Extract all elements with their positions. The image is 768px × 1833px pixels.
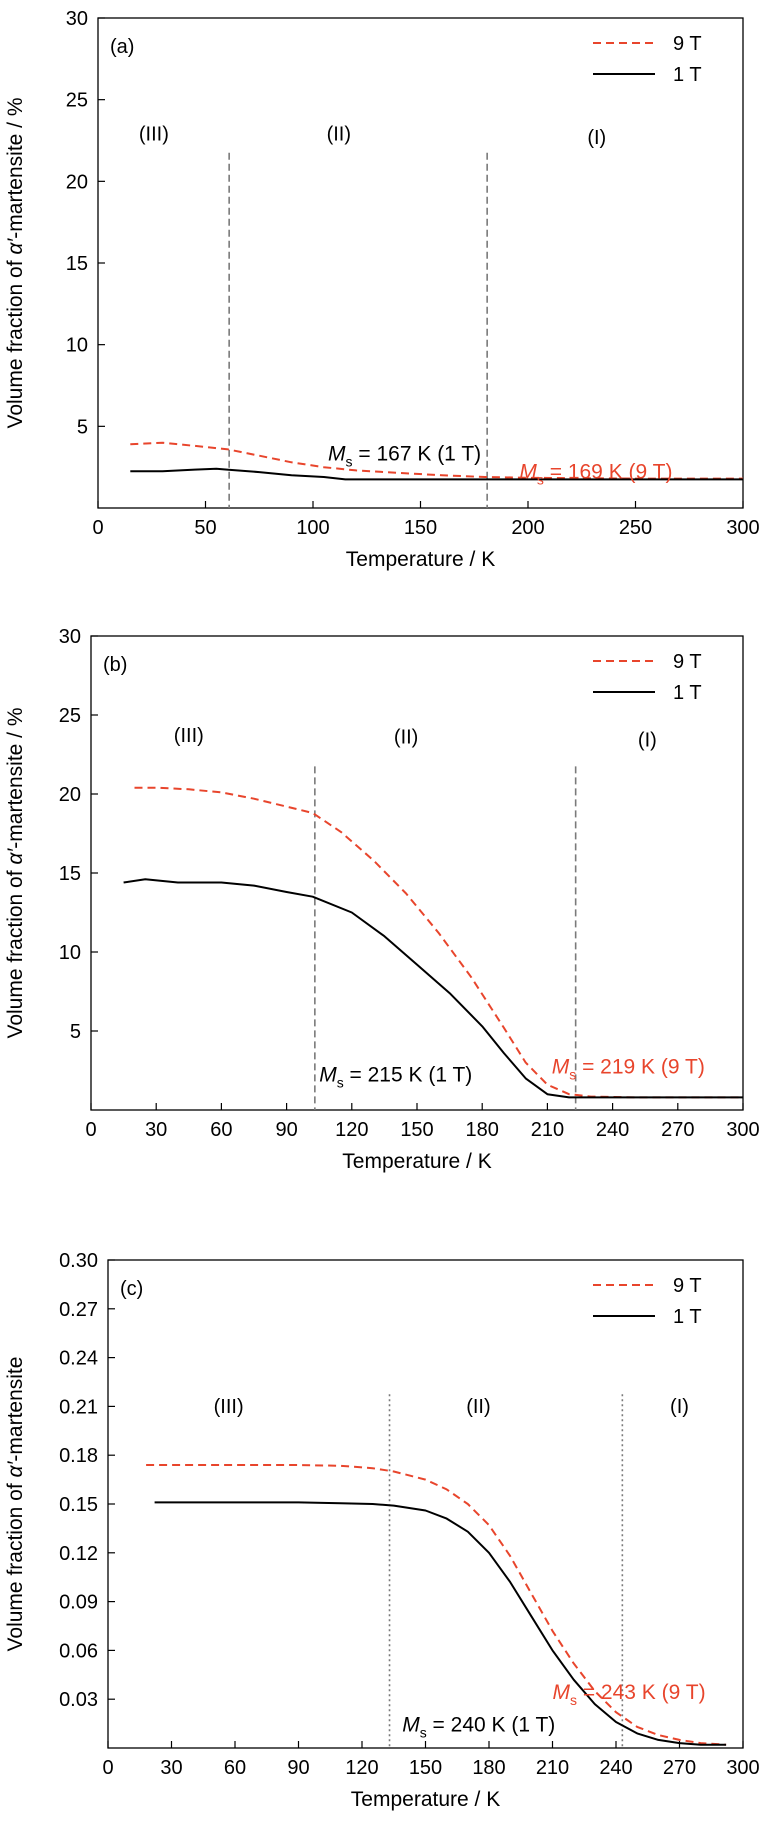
panel-c-x-tick-label: 300 [726,1757,759,1779]
panel-a-ms-annotation: Ms = 167 K (1 T) [328,443,481,470]
panel-a-x-tick-label: 200 [511,517,544,539]
panel-a-x-tick-label: 50 [194,517,216,539]
panel-b-x-tick-label: 180 [466,1119,499,1141]
panel-c-x-tick-label: 150 [409,1757,442,1779]
panel-b-ms-annotation: Ms = 219 K (9 T) [552,1056,705,1083]
panel-b-region-label: (II) [394,726,418,748]
panel-c-x-tick-label: 240 [599,1757,632,1779]
panel-c-x-tick-label: 90 [287,1757,309,1779]
panel-c-y-tick-label: 0.06 [59,1640,98,1662]
panel-c-x-tick-label: 210 [536,1757,569,1779]
panel-b-x-axis-title: Temperature / K [342,1150,491,1173]
panel-c-region-label: (II) [466,1396,490,1418]
panel-a-region-label: (III) [139,124,169,146]
panel-b-x-tick-label: 150 [400,1119,433,1141]
panel-b-ms-annotation: Ms = 215 K (1 T) [319,1064,472,1091]
panel-c-series-1t-line [154,1501,727,1746]
panel-b-y-tick-label: 10 [59,942,81,964]
panel-b-legend-label: 9 T [673,651,702,673]
panel-c-x-tick-label: 180 [472,1757,505,1779]
panel-c-y-tick-label: 0.03 [59,1689,98,1711]
panel-c-x-tick-label: 120 [345,1757,378,1779]
panel-c-y-tick-label: 0.24 [59,1348,98,1370]
panel-b-x-tick-label: 30 [145,1119,167,1141]
panel-a-y-tick-label: 20 [66,171,88,193]
panel-a-y-tick-label: 25 [66,90,88,112]
panel-a-x-tick-label: 150 [404,517,437,539]
panel-c-y-tick-label: 0.27 [59,1299,98,1321]
panel-a-plot-frame [97,17,744,509]
panel-b-label: (b) [103,654,127,676]
panel-c-legend-label: 1 T [673,1306,702,1328]
panel-b-y-tick-label: 15 [59,863,81,885]
panel-c-y-tick-label: 0.18 [59,1445,98,1467]
panel-c-y-tick-label: 0.30 [59,1250,98,1272]
panel-b-y-tick-label: 25 [59,705,81,727]
panel-a-y-tick-label: 30 [66,8,88,30]
panel-c-y-tick-label: 0.09 [59,1592,98,1614]
panel-c-y-axis-title: Volume fraction of α′-martensite [4,1357,27,1652]
panel-a-y-tick-label: 10 [66,335,88,357]
panel-b-legend-label: 1 T [673,682,702,704]
panel-b-region-label: (III) [174,725,204,747]
panel-c-y-tick-label: 0.15 [59,1494,98,1516]
panel-b-x-tick-label: 0 [85,1119,96,1141]
panel-a-x-tick-label: 300 [726,517,759,539]
panel-c-y-tick-label: 0.12 [59,1543,98,1565]
panel-b-y-tick-label: 20 [59,784,81,806]
panel-a-x-tick-label: 250 [619,517,652,539]
panel-a-series-9t-line [130,441,743,480]
panel-b-y-tick-label: 5 [70,1021,81,1043]
panel-b-x-tick-label: 90 [275,1119,297,1141]
panel-a: 0 50 100 150 200 250 300 5 10 15 20 25 30 Temperature… [4,8,760,571]
panel-c-series-9t-line [146,1464,727,1746]
panel-a-x-tick-label: 100 [296,517,329,539]
panel-a-x-tick-label: 0 [92,517,103,539]
panel-b-x-tick-label: 240 [596,1119,629,1141]
panel-a-y-tick-label: 15 [66,253,88,275]
panel-c-x-tick-label: 0 [102,1757,113,1779]
panel-a-x-axis-title: Temperature / K [346,548,495,571]
panel-a-legend-label: 1 T [673,64,702,86]
panel-c-ms-annotation: Ms = 243 K (9 T) [553,1681,706,1708]
panel-c: 0 30 60 90 120 150 180 210 240 270 300 0.03 0.06 0.09… [4,1250,760,1811]
panel-b-x-tick-label: 60 [210,1119,232,1141]
panel-a-y-axis-title: Volume fraction of α′-martensite / % [4,97,27,428]
panel-b: 0 30 60 90 120 150 180 210 240 270 300 5 10 15 20 25 30 T… [4,626,760,1173]
panel-a-region-label: (II) [327,124,351,146]
panel-b-plot-frame [90,635,744,1111]
panel-b-x-tick-label: 120 [335,1119,368,1141]
panel-c-plot-frame [107,1259,744,1749]
panel-c-region-label: (I) [670,1396,689,1418]
panel-b-y-axis-title: Volume fraction of α′-martensite / % [4,707,27,1038]
panel-c-label: (c) [120,1278,143,1300]
panel-a-region-label: (I) [587,127,606,149]
panel-b-region-label: (I) [638,730,657,752]
panel-b-x-tick-label: 210 [531,1119,564,1141]
panel-c-x-tick-label: 270 [663,1757,696,1779]
panel-b-y-tick-label: 30 [59,626,81,648]
panel-a-legend-label: 9 T [673,33,702,55]
panel-a-ms-annotation: Ms = 169 K (9 T) [519,461,672,488]
panel-a-y-tick-label: 5 [77,416,88,438]
panel-b-series-1t-line [123,878,743,1099]
panel-b-x-tick-label: 300 [726,1119,759,1141]
panel-c-region-label: (III) [214,1396,244,1418]
panel-c-legend-label: 9 T [673,1275,702,1297]
panel-a-label: (a) [110,36,134,58]
panel-a-series-1t-line [130,467,743,481]
panel-c-y-tick-label: 0.21 [59,1396,98,1418]
panel-c-x-tick-label: 30 [160,1757,182,1779]
panel-b-x-tick-label: 270 [661,1119,694,1141]
panel-c-ms-annotation: Ms = 240 K (1 T) [402,1714,555,1741]
panel-c-x-axis-title: Temperature / K [351,1788,500,1811]
panel-c-x-tick-label: 60 [224,1757,246,1779]
panel-b-series-9t-line [134,786,743,1099]
